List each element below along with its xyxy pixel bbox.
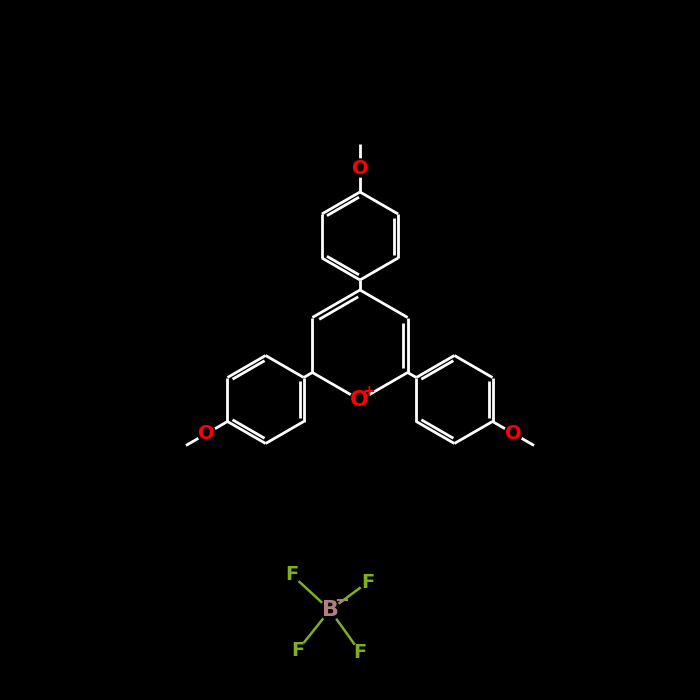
Circle shape [320, 600, 340, 620]
Text: F: F [354, 643, 367, 662]
Circle shape [350, 390, 370, 410]
Text: B: B [321, 600, 339, 620]
Circle shape [360, 574, 376, 590]
Text: O: O [349, 390, 368, 410]
Text: +: + [363, 384, 375, 400]
Text: F: F [286, 566, 299, 584]
Text: −: − [335, 592, 349, 610]
Text: O: O [351, 158, 368, 178]
Circle shape [351, 159, 369, 177]
Text: O: O [198, 424, 215, 443]
Circle shape [284, 567, 300, 583]
Text: F: F [361, 573, 374, 591]
Circle shape [290, 642, 306, 658]
Circle shape [352, 644, 368, 660]
Circle shape [504, 424, 522, 442]
Circle shape [197, 424, 216, 442]
Text: O: O [505, 424, 522, 443]
Text: F: F [291, 640, 304, 659]
